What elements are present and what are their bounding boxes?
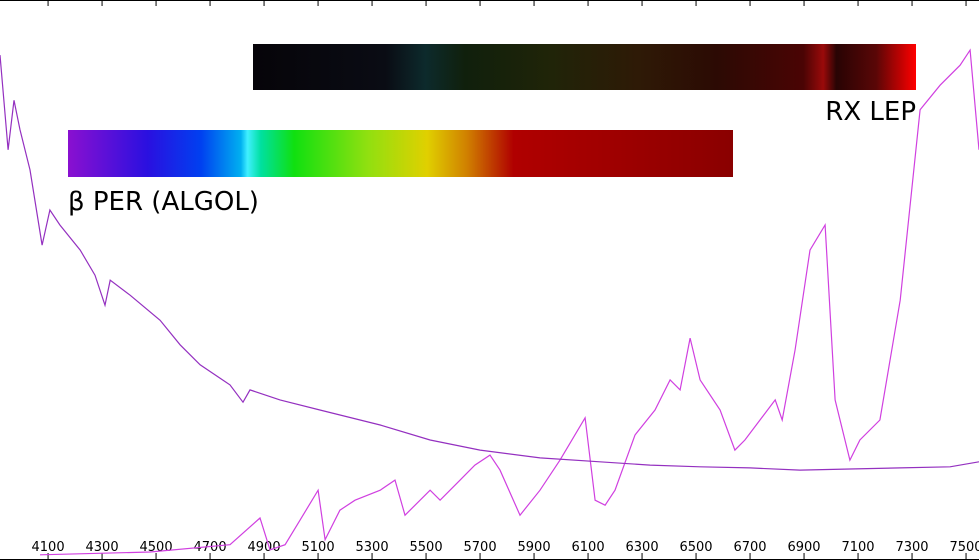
x-tick-label: 4900 bbox=[248, 540, 281, 555]
x-tick-label: 4500 bbox=[140, 540, 173, 555]
x-tick-label: 5300 bbox=[356, 540, 389, 555]
x-tick-label: 7100 bbox=[841, 540, 874, 555]
x-tick-label: 4700 bbox=[194, 540, 227, 555]
rx-lep-spectrum-strip bbox=[253, 44, 916, 90]
series-label: RX LEP bbox=[825, 97, 916, 127]
x-tick-label: 5900 bbox=[518, 540, 551, 555]
spectrum-line bbox=[39, 48, 979, 556]
algol-spectrum-strip bbox=[68, 130, 733, 177]
x-tick-label: 6500 bbox=[679, 540, 712, 555]
x-tick-label: 6100 bbox=[572, 540, 605, 555]
x-tick-label: 6900 bbox=[787, 540, 820, 555]
x-tick-label: 5100 bbox=[302, 540, 335, 555]
x-tick-label: 7500 bbox=[949, 540, 979, 555]
x-tick-label: 7300 bbox=[895, 540, 928, 555]
x-tick-label: 6700 bbox=[733, 540, 766, 555]
x-tick-label: 5700 bbox=[464, 540, 497, 555]
series-label: β PER (ALGOL) bbox=[68, 187, 259, 217]
x-tick-label: 6300 bbox=[626, 540, 659, 555]
spectrum-line bbox=[0, 55, 979, 471]
x-tick-label: 5500 bbox=[410, 540, 443, 555]
x-tick-label: 4300 bbox=[86, 540, 119, 555]
x-tick-label: 4100 bbox=[32, 540, 65, 555]
